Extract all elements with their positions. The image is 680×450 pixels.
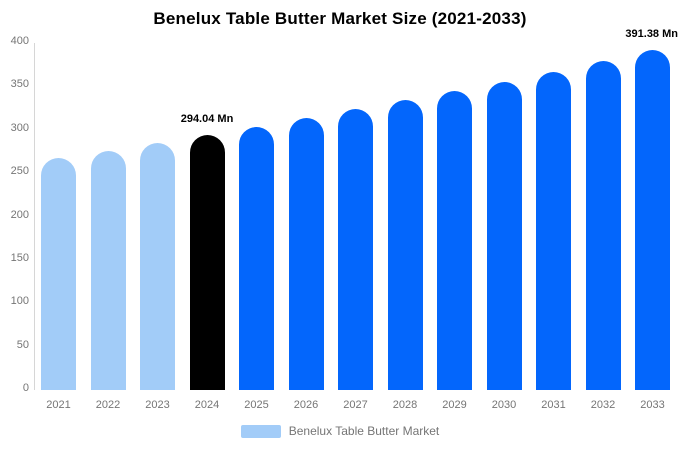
bar-2021[interactable] (41, 158, 76, 390)
bar-2031[interactable] (536, 71, 571, 390)
y-tick-label: 100 (10, 295, 29, 308)
x-tick-label: 2026 (293, 399, 319, 411)
x-tick-label: 2021 (46, 399, 71, 411)
y-tick-label: 300 (10, 121, 29, 134)
x-tick-label: 2027 (343, 399, 368, 411)
y-tick-label: 150 (10, 251, 29, 264)
bar-2027[interactable] (338, 109, 373, 390)
x-tick-label: 2030 (491, 399, 517, 411)
legend-swatch (240, 424, 281, 438)
x-tick-label: 2024 (194, 399, 220, 411)
y-tick-label: 250 (10, 165, 29, 178)
y-tick-label: 50 (16, 338, 29, 351)
legend-label: Benelux Table Butter Market (288, 424, 440, 438)
y-tick-label: 200 (10, 208, 29, 221)
y-axis-line (34, 43, 35, 390)
legend-item[interactable]: Benelux Table Butter Market (0, 424, 680, 438)
bar-value-label: 294.04 Mn (180, 112, 234, 125)
x-tick-label: 2025 (244, 399, 269, 411)
x-tick-label: 2022 (95, 399, 121, 411)
x-tick-label: 2023 (145, 399, 170, 411)
bar-2026[interactable] (288, 118, 324, 390)
bar-value-label: 391.38 Mn (625, 28, 678, 41)
chart-title: Benelux Table Butter Market Size (2021-2… (153, 9, 527, 28)
x-tick-label: 2031 (541, 399, 566, 411)
bar-2024[interactable] (189, 134, 225, 390)
bar-2022[interactable] (90, 150, 126, 390)
x-tick-label: 2032 (590, 399, 616, 411)
x-tick-label: 2028 (392, 399, 418, 411)
bar-2030[interactable] (486, 81, 522, 390)
y-tick-label: 0 (22, 382, 29, 394)
bar-2032[interactable] (585, 61, 621, 390)
bar-2033[interactable] (635, 50, 670, 390)
bar-2023[interactable] (140, 142, 175, 390)
bar-2028[interactable] (387, 100, 423, 390)
y-tick-label: 400 (10, 35, 29, 47)
x-tick-label: 2033 (640, 399, 665, 411)
y-tick-label: 350 (10, 78, 29, 91)
x-tick-label: 2029 (442, 399, 467, 411)
bar-2029[interactable] (437, 91, 472, 390)
bar-2025[interactable] (239, 126, 274, 390)
